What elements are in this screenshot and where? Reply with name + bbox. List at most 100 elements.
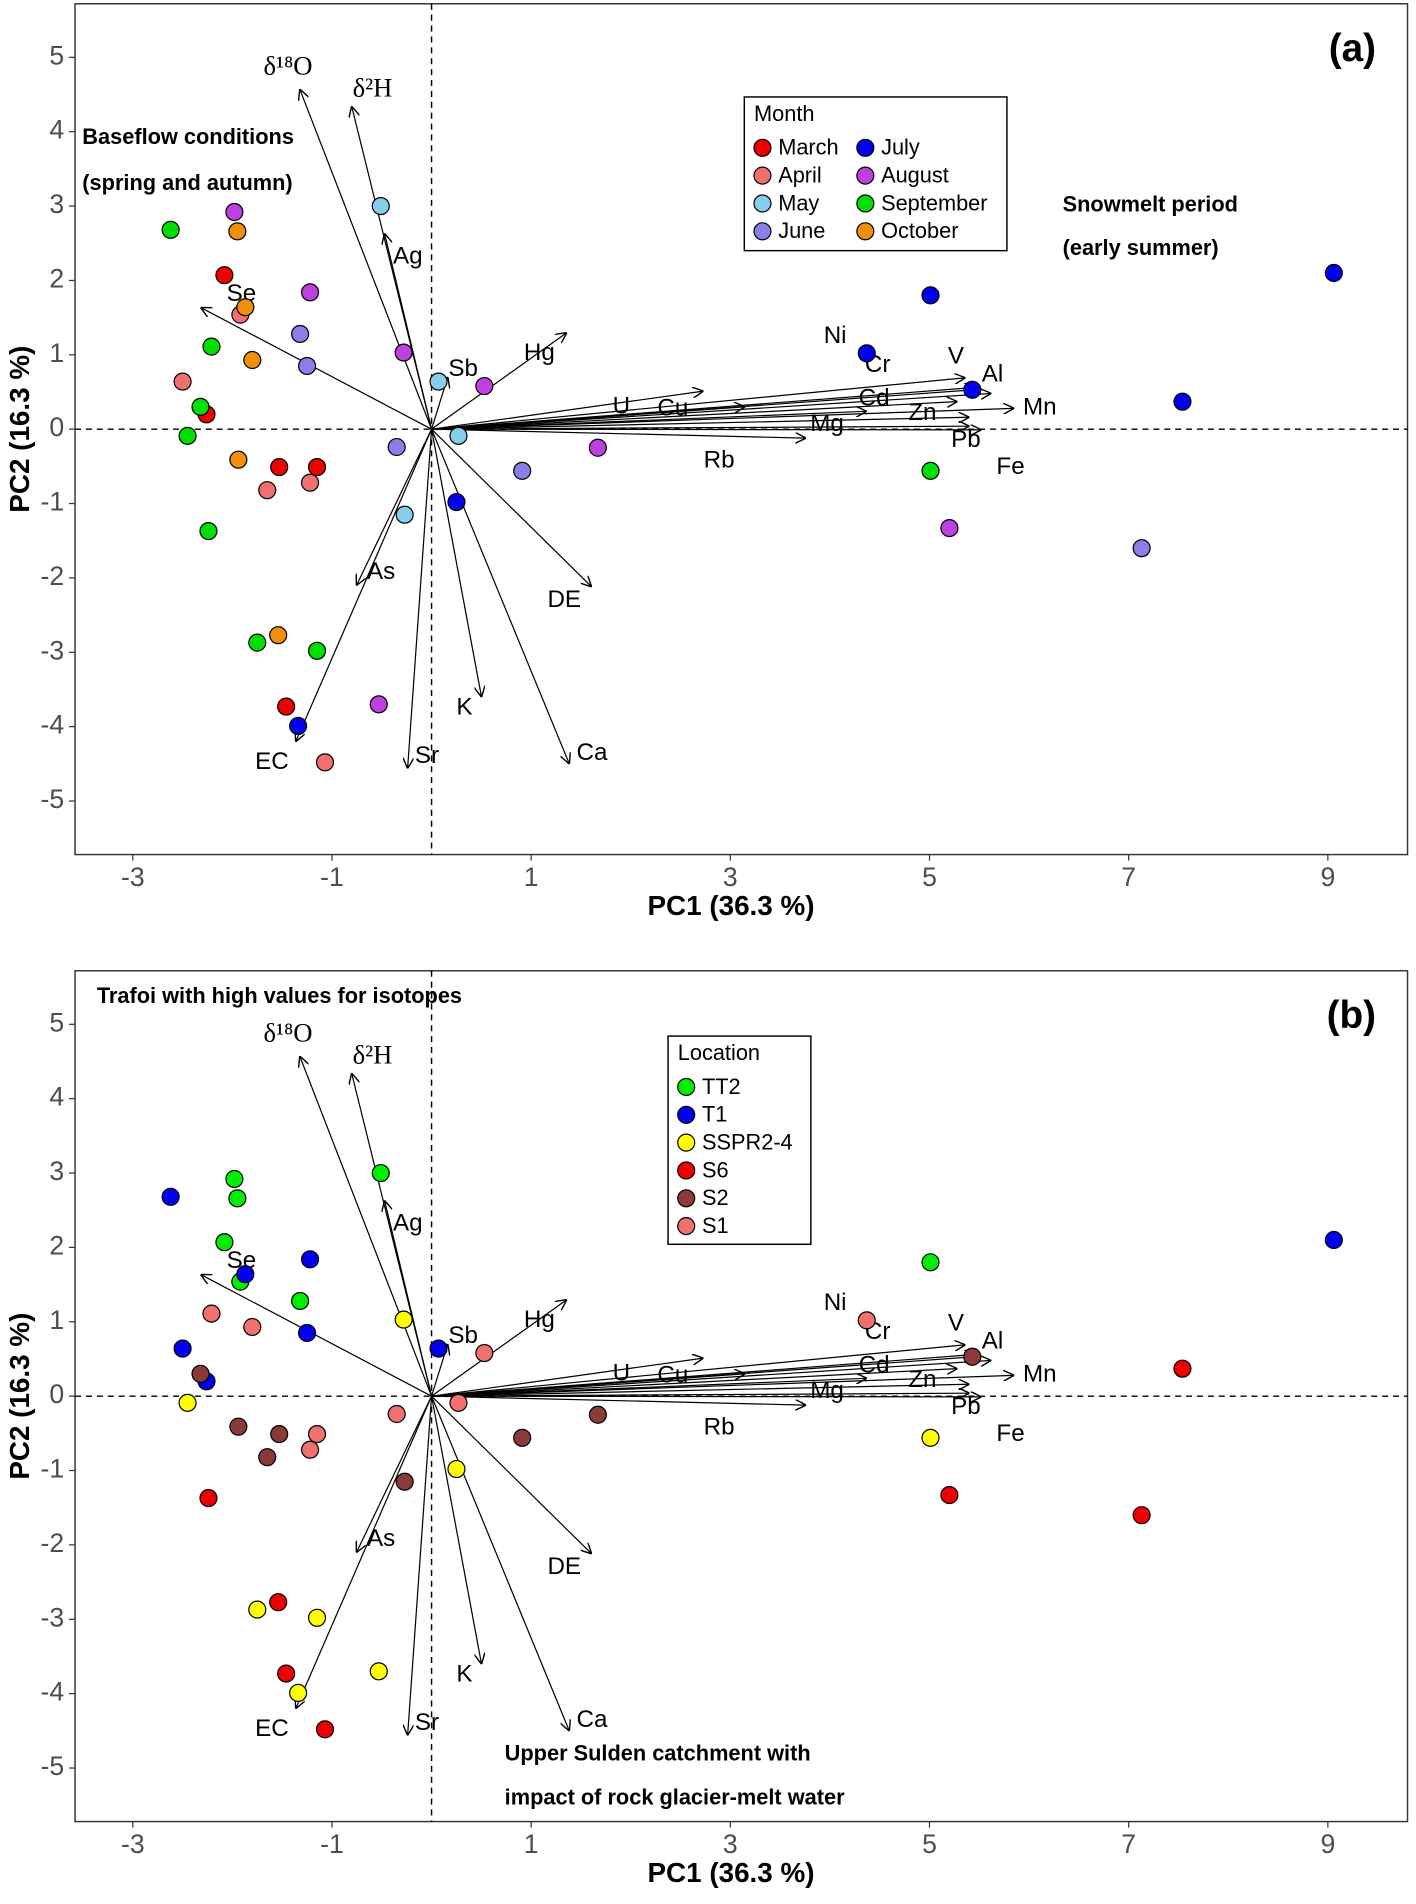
loading-label: Sr bbox=[415, 742, 439, 769]
data-point bbox=[940, 1486, 959, 1505]
data-point bbox=[269, 1593, 288, 1612]
data-point bbox=[921, 1253, 940, 1272]
loading-label: Zn bbox=[908, 399, 936, 426]
y-tick-label: -3 bbox=[40, 635, 64, 665]
x-tick-label: -3 bbox=[121, 862, 145, 892]
x-tick-label: 5 bbox=[922, 862, 937, 892]
loading-label: EC bbox=[255, 1715, 289, 1742]
y-axis-title: PC2 (16.3 %) bbox=[4, 1313, 35, 1480]
loading-label: Mg bbox=[810, 410, 844, 437]
y-tick-label: 5 bbox=[49, 1007, 64, 1037]
loading-label: DE bbox=[547, 1553, 581, 1580]
annotation: Trafoi with high values for isotopes bbox=[97, 983, 462, 1008]
y-tick-label: -4 bbox=[40, 1677, 64, 1707]
loading-label: Mg bbox=[810, 1377, 844, 1404]
data-point bbox=[371, 196, 390, 216]
legend-label: TT2 bbox=[702, 1074, 741, 1099]
loading-arrow bbox=[408, 1396, 433, 1734]
legend-label: May bbox=[778, 190, 819, 215]
loading-label: K bbox=[456, 694, 472, 721]
loading-label: Sr bbox=[415, 1709, 439, 1736]
loading-arrow bbox=[431, 428, 805, 438]
legend-label: T1 bbox=[702, 1102, 727, 1127]
data-point bbox=[243, 350, 262, 370]
legend-swatch bbox=[677, 1077, 696, 1097]
legend-label: SSPR2-4 bbox=[702, 1130, 793, 1155]
x-tick-label: -3 bbox=[121, 1829, 145, 1859]
loading-arrow bbox=[431, 411, 866, 430]
loading-arrow bbox=[431, 393, 991, 430]
data-point bbox=[588, 438, 607, 457]
data-point bbox=[371, 1163, 390, 1183]
legend-title: Location bbox=[678, 1040, 760, 1065]
loading-arrow bbox=[431, 1393, 969, 1396]
legend-label: June bbox=[778, 218, 825, 243]
loading-label: Ni bbox=[824, 322, 847, 349]
loading-arrow bbox=[357, 428, 433, 584]
data-point bbox=[225, 202, 244, 222]
data-point bbox=[291, 1291, 310, 1311]
data-point bbox=[921, 461, 940, 480]
legend-swatch bbox=[856, 166, 875, 185]
loading-label: Hg bbox=[524, 339, 555, 366]
loading-label: As bbox=[367, 558, 395, 585]
data-point bbox=[315, 753, 335, 772]
x-tick-label: -1 bbox=[320, 862, 344, 892]
data-point bbox=[369, 695, 388, 714]
data-point bbox=[447, 492, 466, 512]
panel-tag: (a) bbox=[1329, 27, 1376, 70]
legend-label: July bbox=[881, 135, 920, 160]
legend-label: S6 bbox=[702, 1157, 729, 1182]
loading-label: V bbox=[948, 1310, 965, 1337]
data-point bbox=[300, 473, 320, 492]
loading-arrow bbox=[357, 1395, 433, 1551]
data-point bbox=[236, 298, 255, 317]
data-point bbox=[215, 266, 234, 285]
loading-label: Cd bbox=[859, 1352, 890, 1379]
loading-label: V bbox=[948, 343, 965, 370]
loading-arrow bbox=[431, 391, 703, 430]
loading-arrow bbox=[431, 1369, 957, 1397]
annotation: Baseflow conditions bbox=[82, 124, 294, 149]
data-point bbox=[191, 397, 210, 416]
loading-arrow bbox=[431, 333, 566, 430]
loading-arrow bbox=[431, 1396, 981, 1397]
loading-label: As bbox=[367, 1525, 395, 1552]
loading-label: Al bbox=[982, 361, 1004, 388]
x-tick-label: 3 bbox=[723, 862, 738, 892]
loading-arrow bbox=[385, 1201, 433, 1397]
loading-arrow bbox=[431, 1345, 965, 1397]
y-tick-label: 0 bbox=[49, 412, 64, 442]
data-point bbox=[270, 1425, 289, 1444]
data-point bbox=[395, 1472, 414, 1491]
loading-label: Mn bbox=[1023, 394, 1057, 421]
y-tick-label: 5 bbox=[49, 40, 64, 70]
data-point bbox=[191, 1364, 210, 1383]
loading-arrow bbox=[431, 1378, 866, 1397]
data-point bbox=[513, 461, 532, 480]
loading-label: U bbox=[613, 1359, 630, 1386]
data-point bbox=[291, 324, 310, 344]
legend-swatch bbox=[856, 194, 875, 213]
data-point bbox=[307, 1608, 327, 1627]
data-point bbox=[940, 519, 959, 538]
x-tick-label: 5 bbox=[922, 1829, 937, 1859]
data-point bbox=[289, 1683, 308, 1702]
loading-label: δ¹⁸O bbox=[263, 1017, 312, 1047]
loading-arrow bbox=[300, 90, 433, 430]
y-tick-label: -5 bbox=[40, 784, 64, 814]
y-tick-label: -2 bbox=[40, 1528, 64, 1558]
data-point bbox=[449, 426, 468, 445]
data-point bbox=[315, 1720, 335, 1739]
data-point bbox=[300, 1250, 320, 1269]
loading-label: Sb bbox=[448, 1322, 478, 1349]
y-tick-label: -4 bbox=[40, 710, 64, 740]
data-point bbox=[447, 1459, 466, 1479]
x-tick-label: 9 bbox=[1320, 862, 1335, 892]
y-tick-label: 1 bbox=[49, 1305, 64, 1335]
data-point bbox=[248, 633, 267, 652]
legend-label: March bbox=[778, 135, 838, 160]
loading-arrow bbox=[202, 308, 432, 430]
